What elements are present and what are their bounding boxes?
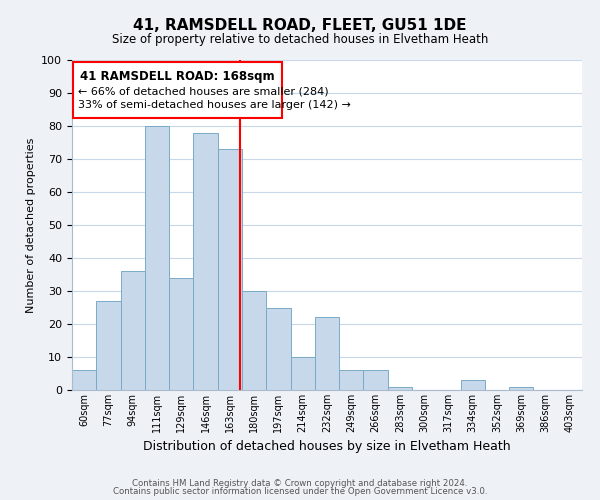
X-axis label: Distribution of detached houses by size in Elvetham Heath: Distribution of detached houses by size … xyxy=(143,440,511,454)
Bar xyxy=(145,126,169,390)
Text: 33% of semi-detached houses are larger (142) →: 33% of semi-detached houses are larger (… xyxy=(78,100,351,110)
Text: Contains HM Land Registry data © Crown copyright and database right 2024.: Contains HM Land Registry data © Crown c… xyxy=(132,478,468,488)
Bar xyxy=(266,308,290,390)
Bar xyxy=(193,132,218,390)
Bar xyxy=(315,318,339,390)
Text: 41, RAMSDELL ROAD, FLEET, GU51 1DE: 41, RAMSDELL ROAD, FLEET, GU51 1DE xyxy=(133,18,467,32)
Bar xyxy=(218,149,242,390)
Bar xyxy=(121,271,145,390)
Bar xyxy=(461,380,485,390)
Text: ← 66% of detached houses are smaller (284): ← 66% of detached houses are smaller (28… xyxy=(78,86,329,97)
Bar xyxy=(364,370,388,390)
Bar xyxy=(72,370,96,390)
Bar xyxy=(242,291,266,390)
Bar xyxy=(339,370,364,390)
Bar xyxy=(388,386,412,390)
Bar xyxy=(509,386,533,390)
Text: Size of property relative to detached houses in Elvetham Heath: Size of property relative to detached ho… xyxy=(112,32,488,46)
Text: 41 RAMSDELL ROAD: 168sqm: 41 RAMSDELL ROAD: 168sqm xyxy=(80,70,275,83)
Bar xyxy=(169,278,193,390)
Y-axis label: Number of detached properties: Number of detached properties xyxy=(26,138,36,312)
Text: Contains public sector information licensed under the Open Government Licence v3: Contains public sector information licen… xyxy=(113,487,487,496)
FancyBboxPatch shape xyxy=(73,62,282,118)
Bar xyxy=(96,301,121,390)
Bar xyxy=(290,357,315,390)
